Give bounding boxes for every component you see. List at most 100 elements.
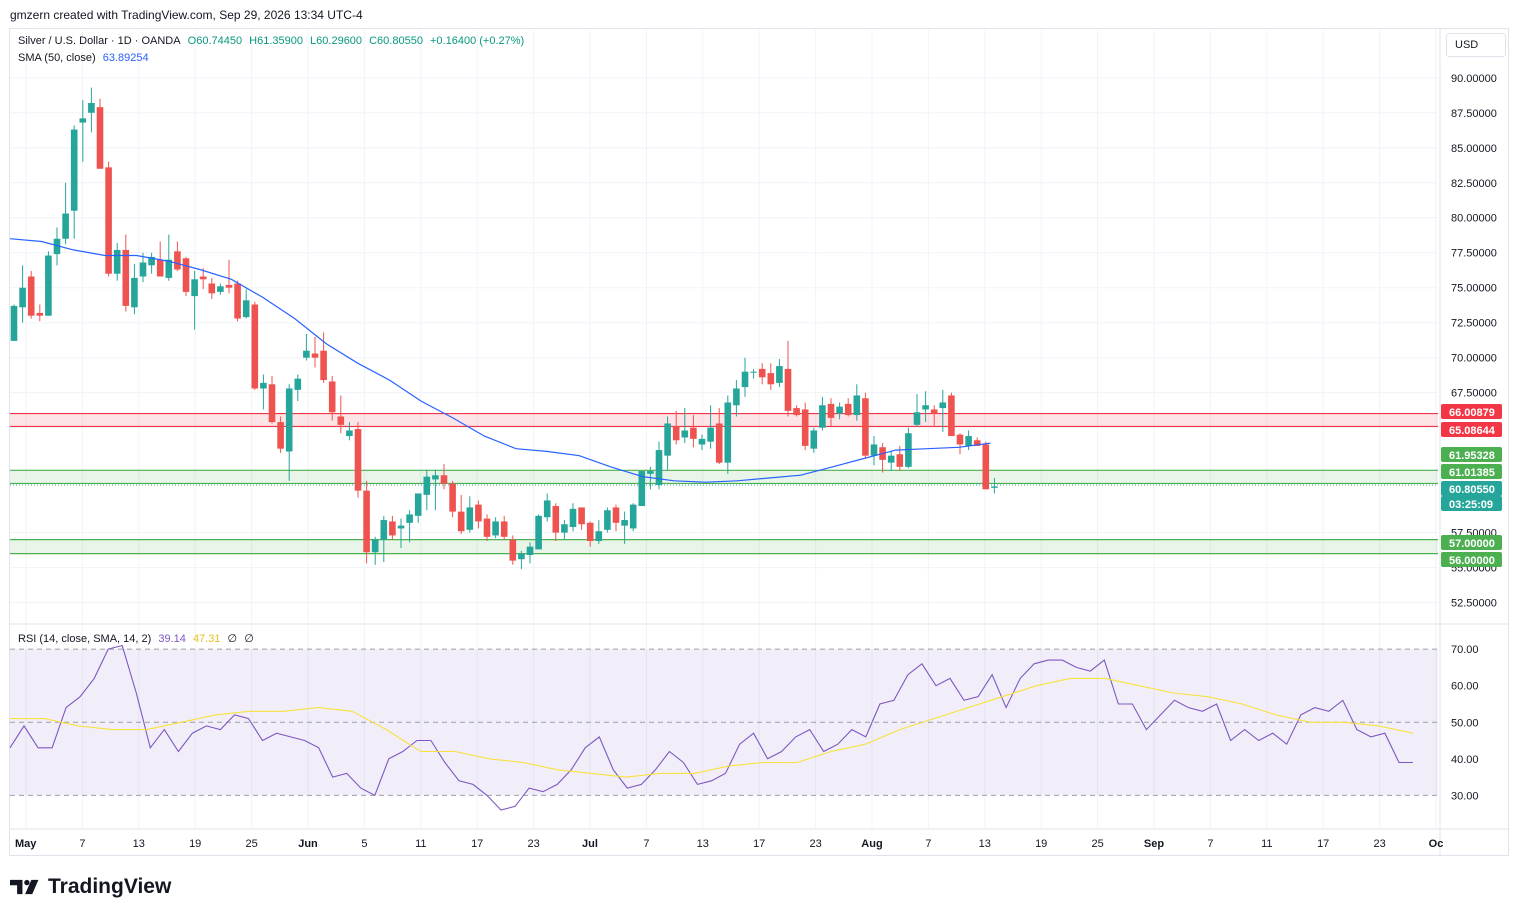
candle-body <box>242 300 250 318</box>
sma-series <box>9 238 991 483</box>
candlestick-series <box>10 87 998 570</box>
candle-body <box>724 402 732 463</box>
candle-body <box>758 368 766 378</box>
price-label-text: 61.01385 <box>1449 467 1495 479</box>
candle-body <box>36 312 44 316</box>
candle-body <box>767 373 775 385</box>
price-labels: 66.00879 65.08644 61.95328 61.01385 60.80550… <box>1441 404 1502 567</box>
candle-body <box>715 423 723 463</box>
price-tick-label: 87.50000 <box>1451 108 1497 120</box>
candle-body <box>414 493 422 516</box>
candle-body <box>234 283 241 319</box>
candle-body <box>836 406 843 414</box>
open-value: O60.74450 <box>187 35 243 47</box>
candle-body <box>88 102 95 113</box>
time-tick-label: Aug <box>861 838 882 850</box>
candle-body <box>285 388 293 452</box>
price-label-text: 03:25:09 <box>1449 499 1493 511</box>
candle-body <box>578 507 585 525</box>
candle-body <box>260 382 267 389</box>
time-tick-label: 25 <box>245 838 257 850</box>
candle-body <box>10 305 18 341</box>
candle-body <box>664 423 671 456</box>
candle-body <box>148 256 155 266</box>
candle-body <box>561 524 568 533</box>
rsi-tick-label: 50.00 <box>1451 717 1479 729</box>
time-tick-label: 7 <box>643 838 649 850</box>
candle-body <box>191 279 198 297</box>
price-label-text: 57.00000 <box>1449 538 1495 550</box>
time-tick-label: 13 <box>133 838 145 850</box>
candle-body <box>406 514 413 523</box>
price-label-support <box>1441 464 1502 479</box>
rsi-tick-label: 60.00 <box>1451 681 1479 693</box>
price-label-text: 56.00000 <box>1449 555 1495 567</box>
price-label-text: 65.08644 <box>1449 425 1496 437</box>
rsi-extra-1: ∅ <box>227 633 238 645</box>
candle-body <box>595 531 603 542</box>
candle-body <box>208 283 216 294</box>
candle-body <box>182 258 190 292</box>
chart-frame <box>9 28 1509 856</box>
price-tick-label: 70.00000 <box>1451 353 1497 365</box>
time-tick-label: 19 <box>1035 838 1047 850</box>
candle-body <box>621 520 628 526</box>
sma-legend[interactable]: SMA (50, close) 63.89254 <box>18 52 153 64</box>
candle-body <box>449 483 456 512</box>
candle-body <box>113 249 121 274</box>
price-label-support <box>1441 447 1502 462</box>
candle-body <box>500 521 508 537</box>
symbol-legend[interactable]: Silver / U.S. Dollar · 1D · OANDA O60.74… <box>18 35 528 47</box>
time-tick-label: 7 <box>79 838 85 850</box>
time-tick-label: 23 <box>527 838 539 850</box>
candle-body <box>131 277 138 308</box>
candle-body <box>440 475 448 484</box>
rsi-label[interactable]: RSI (14, close, SMA, 14, 2) <box>18 633 152 645</box>
candle-body <box>354 429 362 491</box>
price-tick-label: 72.50000 <box>1451 318 1497 330</box>
sma-line <box>9 238 991 483</box>
rsi-tick-label: 40.00 <box>1451 754 1479 766</box>
candle-body <box>303 350 310 358</box>
time-tick-label: 23 <box>1373 838 1385 850</box>
price-label-resistance <box>1441 422 1502 437</box>
price-tick-label: 82.50000 <box>1451 178 1497 190</box>
candle-body <box>328 381 336 413</box>
price-label-last <box>1441 481 1502 496</box>
rsi-pane <box>9 644 1438 811</box>
candle-body <box>371 539 379 553</box>
rsi-tick-label: 30.00 <box>1451 790 1479 802</box>
price-tick-label: 77.50000 <box>1451 248 1497 260</box>
candle-body <box>750 371 757 373</box>
sma-label[interactable]: SMA (50, close) <box>18 52 96 64</box>
symbol-name[interactable]: Silver / U.S. Dollar · 1D · OANDA <box>18 35 181 47</box>
low-value: L60.29600 <box>310 35 363 47</box>
time-tick-label: 13 <box>697 838 709 850</box>
rsi-legend[interactable]: RSI (14, close, SMA, 14, 2) 39.14 47.31 … <box>18 632 258 645</box>
candle-body <box>707 427 714 442</box>
time-axis: May 7 13 19 25 Jun 5 11 17 23 Jul 7 13 17 23 Aug 7 13 19 25… <box>15 838 1443 850</box>
tradingview-logo[interactable]: TradingView <box>10 875 171 899</box>
candle-body <box>948 395 955 437</box>
candle-body <box>896 454 904 467</box>
candle-body <box>887 455 895 463</box>
price-tick-label: 75.00000 <box>1451 283 1497 295</box>
time-tick-label: 25 <box>1091 838 1103 850</box>
candle-body <box>320 350 327 381</box>
currency-selector[interactable]: USD <box>1446 33 1506 57</box>
grid-lines <box>10 29 1509 855</box>
sma-value: 63.89254 <box>102 52 149 64</box>
time-tick-label: 19 <box>189 838 201 850</box>
candle-body <box>27 276 35 316</box>
price-tick-label: 67.50000 <box>1451 388 1497 400</box>
author-line: gmzern created with TradingView.com, Sep… <box>10 8 363 22</box>
candle-body <box>466 507 474 530</box>
candle-body <box>475 504 482 522</box>
candle-body <box>156 259 164 277</box>
candle-body <box>991 486 998 488</box>
time-tick-label: 17 <box>471 838 483 850</box>
price-label-support <box>1441 552 1502 567</box>
price-label-text: 66.00879 <box>1449 407 1495 419</box>
candle-body <box>844 403 852 416</box>
